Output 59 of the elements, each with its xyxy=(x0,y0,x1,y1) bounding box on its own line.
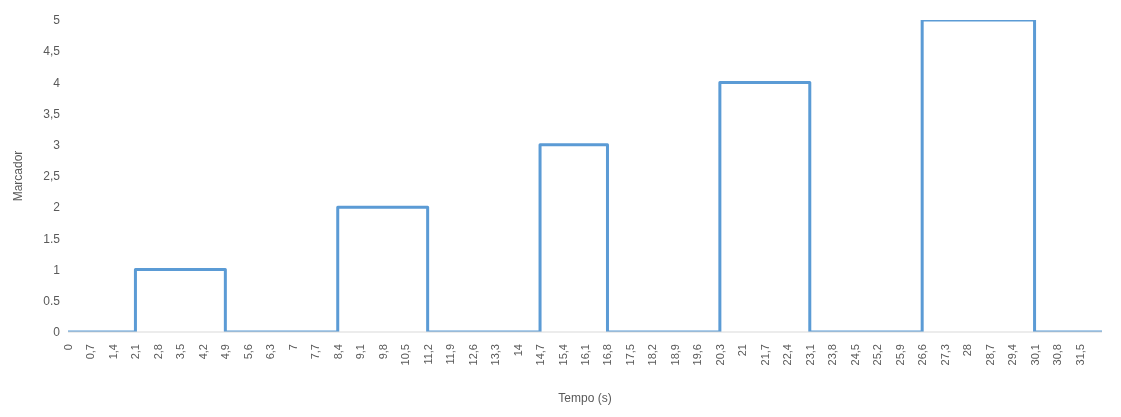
x-tick-label: 31,5 xyxy=(1073,344,1086,366)
y-tick-label: 3,5 xyxy=(43,106,61,121)
x-tick-label: 5,6 xyxy=(241,344,254,360)
x-tick-label: 7 xyxy=(286,344,299,351)
x-tick-label: 4,2 xyxy=(196,344,209,360)
y-tick-label: 2,5 xyxy=(43,169,61,184)
x-tick-label: 20,3 xyxy=(713,344,726,366)
x-tick-label: 0,7 xyxy=(84,344,97,360)
x-tick-label: 7,7 xyxy=(309,344,322,360)
x-tick-label: 9,1 xyxy=(354,344,367,360)
x-tick-label: 13,3 xyxy=(489,344,502,366)
x-tick-label: 25,9 xyxy=(893,344,906,366)
y-tick-label: 1 xyxy=(53,262,61,277)
x-tick-label: 14,7 xyxy=(534,344,547,366)
x-tick-label: 3,5 xyxy=(174,344,187,360)
y-axis-title: Marcador xyxy=(11,150,26,202)
x-tick-label: 8,4 xyxy=(331,344,344,360)
x-tick-label: 14 xyxy=(511,344,524,357)
x-tick-label: 10,5 xyxy=(399,344,412,366)
x-tick-label: 16,1 xyxy=(579,344,591,366)
y-tick-label: 0 xyxy=(53,325,61,340)
x-tick-label: 25,2 xyxy=(871,344,884,366)
y-tick-label: 4,5 xyxy=(43,44,61,59)
x-tick-label: 19,6 xyxy=(691,344,704,366)
x-tick-label: 24,5 xyxy=(848,344,861,366)
y-tick-label: 1.5 xyxy=(43,231,61,246)
x-tick-label: 9,8 xyxy=(376,344,389,360)
x-tick-label: 30,1 xyxy=(1028,344,1041,366)
y-tick-label: 5 xyxy=(53,13,61,28)
x-tick-label: 28,7 xyxy=(983,344,996,366)
x-tick-label: 27,3 xyxy=(938,344,951,366)
x-tick-label: 6,3 xyxy=(264,344,277,360)
x-tick-label: 21,7 xyxy=(758,344,771,366)
x-tick-label: 23,1 xyxy=(803,344,816,366)
x-tick-label: 2,1 xyxy=(129,344,142,360)
x-tick-label: 15,4 xyxy=(556,344,569,366)
x-tick-label: 18,2 xyxy=(646,344,659,366)
x-axis-title: Tempo (s) xyxy=(558,391,612,405)
x-tick-label: 12,6 xyxy=(466,344,479,366)
x-tick-label: 11,9 xyxy=(444,344,457,365)
y-tick-label: 3 xyxy=(53,138,61,153)
x-tick-label: 21 xyxy=(736,344,749,357)
x-tick-label: 18,9 xyxy=(668,344,681,366)
x-tick-label: 28 xyxy=(961,344,974,357)
x-tick-label: 22,4 xyxy=(781,344,794,366)
x-tick-label: 0 xyxy=(62,344,74,351)
x-tick-label: 16,8 xyxy=(601,344,614,366)
x-tick-label: 29,4 xyxy=(1006,344,1019,366)
x-tick-label: 1,4 xyxy=(106,344,119,360)
x-tick-label: 17,5 xyxy=(623,344,636,366)
y-tick-label: 2 xyxy=(53,200,61,215)
y-tick-label: 4 xyxy=(53,75,61,90)
x-tick-label: 2,8 xyxy=(151,344,164,360)
y-tick-label: 0.5 xyxy=(43,294,61,309)
x-tick-label: 11,2 xyxy=(421,344,434,365)
x-tick-label: 23,8 xyxy=(826,344,839,366)
x-tick-label: 30,8 xyxy=(1051,344,1064,366)
x-tick-label: 26,6 xyxy=(916,344,929,366)
x-tick-label: 4,9 xyxy=(219,344,232,360)
